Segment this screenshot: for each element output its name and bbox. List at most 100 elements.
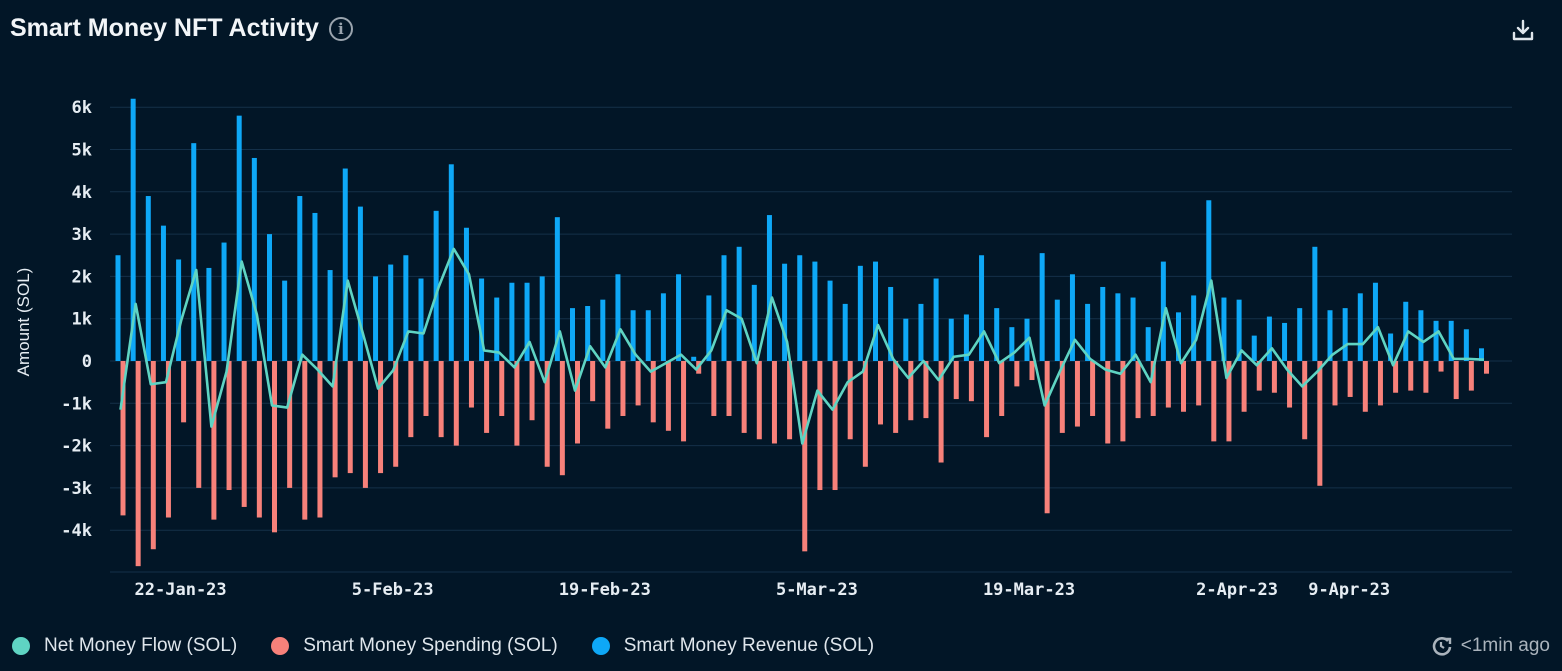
- revenue-bar: [206, 267, 212, 361]
- chart-title-row: Smart Money NFT Activity i: [10, 14, 353, 43]
- y-tick-label: 6k: [72, 98, 92, 118]
- spending-bar: [590, 361, 596, 402]
- revenue-bar: [812, 261, 818, 361]
- revenue-bar: [1282, 322, 1288, 361]
- spending-bar: [287, 361, 293, 488]
- y-tick-label: 5k: [72, 141, 92, 161]
- y-tick-label: 2k: [72, 267, 92, 287]
- revenue-bar: [1221, 297, 1227, 361]
- spending-bar: [999, 361, 1005, 416]
- revenue-bar: [873, 261, 878, 361]
- revenue-bar: [691, 356, 697, 361]
- revenue-bar: [448, 164, 454, 361]
- revenue-bar: [1388, 333, 1394, 361]
- info-circle-icon[interactable]: i: [328, 16, 353, 41]
- spending-bar: [1135, 361, 1141, 419]
- spending-bar: [1438, 361, 1444, 372]
- y-tick-label: 1k: [72, 310, 92, 330]
- spending-bar: [1271, 361, 1277, 393]
- revenue-bar: [312, 212, 318, 361]
- spending-bar: [1150, 361, 1156, 416]
- legend-item-net[interactable]: Net Money Flow (SOL): [12, 635, 237, 657]
- revenue-bar: [1433, 320, 1439, 361]
- legend-item-spending[interactable]: Smart Money Spending (SOL): [271, 635, 558, 657]
- y-tick-label: 3k: [72, 225, 92, 245]
- spending-bar: [1317, 361, 1323, 486]
- spending-bar: [1423, 361, 1429, 393]
- spending-bar: [362, 361, 368, 488]
- revenue-bar: [554, 217, 560, 361]
- revenue-bar: [857, 265, 863, 361]
- spending-bar: [968, 361, 974, 402]
- spending-bar: [908, 361, 914, 421]
- revenue-bar: [645, 310, 651, 361]
- spending-bar: [453, 361, 459, 446]
- revenue-bar: [1236, 299, 1242, 361]
- spending-bar: [756, 361, 762, 440]
- revenue-bar: [660, 293, 666, 361]
- revenue-bar: [357, 206, 363, 361]
- y-tick-label: -1k: [61, 394, 92, 414]
- spending-bar: [347, 361, 353, 474]
- spending-bar: [226, 361, 232, 491]
- revenue-bar: [766, 215, 772, 361]
- spending-bar: [196, 361, 202, 488]
- x-tick-label: 9-Apr-23: [1308, 580, 1390, 600]
- spending-bar: [953, 361, 959, 400]
- spending-bar: [1044, 361, 1050, 514]
- revenue-bar: [524, 282, 530, 361]
- download-icon[interactable]: [1510, 18, 1536, 44]
- spending-bar: [165, 361, 171, 518]
- spending-bar: [256, 361, 262, 518]
- spending-bar: [862, 361, 868, 467]
- revenue-bar: [1191, 295, 1197, 361]
- spending-bar: [1211, 361, 1217, 442]
- spending-bar: [1241, 361, 1247, 412]
- revenue-bar: [918, 303, 924, 361]
- revenue-bar: [327, 270, 333, 361]
- revenue-bar: [282, 280, 288, 361]
- spending-bar: [847, 361, 853, 440]
- spending-bar: [302, 361, 308, 520]
- legend-item-revenue[interactable]: Smart Money Revenue (SOL): [591, 635, 875, 657]
- spending-bar: [438, 361, 444, 438]
- x-tick-label: 5-Mar-23: [776, 580, 858, 600]
- spending-bar: [423, 361, 429, 416]
- revenue-bar: [494, 297, 500, 361]
- spending-bar: [1408, 361, 1414, 391]
- last-updated: <1min ago: [1431, 635, 1550, 657]
- chart-title: Smart Money NFT Activity: [10, 14, 319, 42]
- spending-bar: [1256, 361, 1262, 391]
- y-tick-label: -3k: [61, 479, 92, 499]
- revenue-bar: [585, 306, 591, 361]
- revenue-bar: [463, 227, 469, 361]
- x-tick-label: 19-Feb-23: [559, 580, 651, 600]
- revenue-bar: [373, 276, 379, 361]
- legend-label: Smart Money Revenue (SOL): [623, 635, 875, 656]
- spending-bar: [559, 361, 565, 476]
- spending-bar: [1377, 361, 1383, 406]
- spending-bar: [1196, 361, 1202, 406]
- revenue-bar: [1479, 348, 1484, 361]
- revenue-bar: [1160, 261, 1166, 361]
- revenue-bar: [1100, 286, 1106, 361]
- x-tick-label: 5-Feb-23: [352, 580, 434, 600]
- spending-bar: [332, 361, 338, 478]
- spending-bar: [620, 361, 626, 416]
- y-tick-label: -4k: [61, 521, 92, 541]
- revenue-bar: [1327, 310, 1333, 361]
- revenue-bar: [539, 276, 545, 361]
- x-tick-label: 19-Mar-23: [983, 580, 1075, 600]
- revenue-bar: [145, 196, 151, 361]
- spending-bar: [1105, 361, 1111, 444]
- revenue-bar: [979, 255, 985, 361]
- revenue-bar: [736, 246, 742, 361]
- spending-bar: [135, 361, 141, 567]
- spending-bar: [1059, 361, 1065, 433]
- revenue-bar: [479, 278, 485, 361]
- spending-bar: [711, 361, 717, 416]
- revenue-bar: [1463, 329, 1469, 361]
- spending-bar: [817, 361, 823, 491]
- legend-swatch-revenue: [591, 637, 610, 655]
- legend-swatch-spending: [271, 637, 290, 655]
